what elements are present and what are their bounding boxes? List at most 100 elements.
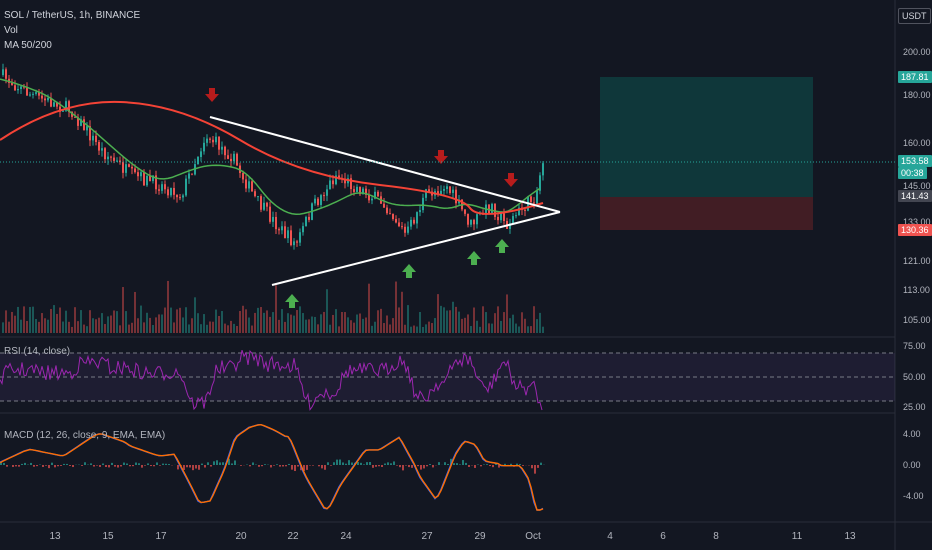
candle-body — [452, 189, 454, 193]
candle-body — [218, 136, 220, 150]
macd-histogram-bar — [177, 465, 179, 470]
candle-body — [428, 189, 430, 192]
macd-histogram-bar — [492, 465, 494, 468]
volume-bar — [488, 323, 490, 333]
volume-bar — [86, 326, 88, 333]
volume-bar — [536, 319, 538, 333]
target-zone — [600, 77, 813, 197]
volume-bar — [302, 313, 304, 333]
macd-histogram-bar — [258, 465, 260, 467]
macd-histogram-bar — [366, 462, 368, 465]
candle-body — [116, 160, 118, 162]
candle-body — [161, 184, 163, 191]
candle-body — [95, 135, 97, 143]
candle-body — [182, 195, 184, 198]
volume-bar — [440, 305, 442, 333]
volume-bar — [470, 326, 472, 333]
ma-indicator-label[interactable]: MA 50/200 — [4, 40, 52, 51]
price-label: 105.00 — [903, 315, 931, 325]
macd-histogram-bar — [249, 465, 251, 467]
candle-body — [50, 97, 52, 107]
macd-histogram-bar — [138, 463, 140, 465]
macd-label[interactable]: MACD (12, 26, close, 9, EMA, EMA) — [4, 430, 166, 441]
candle-body — [260, 196, 262, 210]
candle-body — [80, 119, 82, 126]
volume-bar — [47, 319, 49, 333]
volume-bar — [512, 314, 514, 333]
macd-histogram-bar — [12, 465, 14, 467]
candle-body — [173, 188, 175, 195]
candle-body — [35, 92, 37, 94]
candle-body — [137, 172, 139, 177]
volume-bar — [218, 315, 220, 333]
volume-bar — [26, 320, 28, 333]
volume-bar — [335, 309, 337, 333]
macd-histogram-bar — [363, 464, 365, 465]
volume-bar — [83, 324, 85, 333]
candle-body — [524, 209, 526, 211]
candle-body — [89, 126, 91, 141]
volume-bar — [419, 311, 421, 333]
date-label: Oct — [525, 531, 541, 542]
volume-bar — [314, 316, 316, 333]
candle-body — [233, 153, 235, 162]
volume-bar — [266, 310, 268, 333]
date-label: 13 — [844, 531, 856, 542]
candle-body — [386, 207, 388, 214]
macd-histogram-bar — [351, 462, 353, 465]
candle-body — [284, 226, 286, 239]
macd-histogram-bar — [324, 465, 326, 470]
macd-histogram-bar — [264, 464, 266, 465]
volume-bar — [497, 306, 499, 333]
rsi-level: 25.00 — [903, 402, 926, 412]
macd-histogram-bar — [270, 465, 272, 468]
candle-body — [230, 158, 232, 162]
macd-histogram-bar — [348, 460, 350, 465]
candle-body — [38, 92, 40, 96]
candle-body — [242, 173, 244, 180]
entry-price-tag: 141.43 — [898, 190, 932, 202]
volume-bar — [329, 324, 331, 333]
macd-histogram-bar — [24, 462, 26, 465]
volume-bar — [296, 310, 298, 333]
candle-body — [518, 207, 520, 216]
volume-bar — [347, 317, 349, 333]
macd-histogram-bar — [459, 464, 461, 465]
candle-body — [122, 162, 124, 173]
volume-bar — [299, 306, 301, 333]
rsi-label[interactable]: RSI (14, close) — [4, 346, 71, 357]
macd-histogram-bar — [153, 465, 155, 467]
macd-histogram-bar — [417, 465, 419, 467]
rsi-level: 50.00 — [903, 372, 926, 382]
volume-bar — [458, 311, 460, 333]
volume-bar — [95, 319, 97, 333]
macd-histogram-bar — [201, 463, 203, 465]
volume-bar — [239, 310, 241, 333]
volume-bar — [341, 312, 343, 333]
candle-body — [398, 222, 400, 227]
candle-body — [320, 195, 322, 205]
candle-body — [170, 188, 172, 196]
up-arrow-icon — [285, 294, 299, 308]
currency-button[interactable]: USDT — [898, 8, 931, 24]
macd-histogram-bar — [390, 463, 392, 465]
volume-bar — [137, 318, 139, 333]
candle-body — [365, 188, 367, 195]
macd-histogram-bar — [540, 462, 542, 465]
macd-histogram-bar — [132, 465, 134, 467]
candle-body — [266, 202, 268, 207]
macd-histogram-bar — [192, 465, 194, 471]
volume-bar — [92, 318, 94, 333]
volume-bar — [539, 312, 541, 333]
candle-body — [350, 178, 352, 190]
candle-body — [71, 111, 73, 117]
candle-body — [290, 230, 292, 246]
price-label: 145.00 — [903, 181, 931, 191]
candle-body — [119, 160, 121, 163]
candle-body — [197, 156, 199, 165]
candle-body — [236, 153, 238, 166]
candle-body — [176, 194, 178, 198]
symbol-title[interactable]: SOL / TetherUS, 1h, BINANCE — [4, 10, 141, 21]
vol-indicator-label[interactable]: Vol — [4, 25, 18, 36]
